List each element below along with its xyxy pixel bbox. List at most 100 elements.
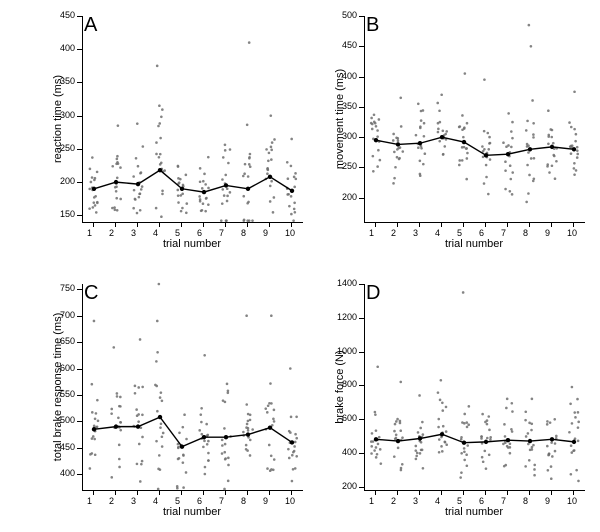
- scatter-point: [463, 447, 466, 450]
- x-tick: [203, 222, 204, 227]
- mean-marker: [158, 168, 162, 172]
- scatter-point: [485, 467, 488, 470]
- scatter-point: [118, 458, 121, 461]
- scatter-point: [576, 149, 579, 152]
- scatter-point: [505, 407, 508, 410]
- scatter-point: [267, 169, 270, 172]
- x-tick-label: 9: [263, 496, 268, 506]
- x-tick-label: 2: [109, 496, 114, 506]
- scatter-point: [371, 128, 374, 131]
- scatter-point: [374, 411, 377, 414]
- scatter-point: [530, 429, 533, 432]
- scatter-point: [550, 441, 553, 444]
- scatter-point: [483, 450, 486, 453]
- scatter-point: [460, 438, 463, 441]
- scatter-point: [524, 465, 527, 468]
- scatter-point: [95, 412, 98, 415]
- scatter-point: [207, 452, 210, 455]
- scatter-point: [487, 148, 490, 151]
- x-tick: [225, 222, 226, 227]
- scatter-point: [271, 141, 274, 144]
- scatter-point: [419, 127, 422, 130]
- scatter-point: [226, 187, 229, 190]
- scatter-point: [576, 156, 579, 159]
- scatter-point: [437, 131, 440, 134]
- scatter-point: [532, 444, 535, 447]
- scatter-point: [504, 169, 507, 172]
- mean-marker: [374, 138, 378, 142]
- scatter-point: [486, 132, 489, 135]
- x-tick: [419, 222, 420, 227]
- scatter-point: [180, 210, 183, 213]
- panel-label: A: [84, 14, 97, 37]
- scatter-point: [248, 41, 251, 44]
- scatter-point: [445, 430, 448, 433]
- mean-marker: [374, 437, 378, 441]
- scatter-point: [443, 145, 446, 148]
- scatter-point: [373, 113, 376, 116]
- scatter-point: [141, 185, 144, 188]
- scatter-point: [393, 151, 396, 154]
- scatter-point: [205, 197, 208, 200]
- scatter-point: [91, 437, 94, 440]
- scatter-point: [548, 452, 551, 455]
- scatter-point: [139, 338, 142, 341]
- x-tick: [93, 222, 94, 227]
- scatter-point: [205, 423, 208, 426]
- scatter-point: [465, 421, 468, 424]
- mean-marker: [462, 140, 466, 144]
- x-tick-label: 10: [567, 228, 577, 238]
- scatter-point: [439, 399, 442, 402]
- scatter-point: [290, 195, 293, 198]
- scatter-point: [92, 435, 95, 438]
- scatter-point: [94, 177, 97, 180]
- scatter-point: [415, 455, 418, 458]
- mean-marker: [180, 187, 184, 191]
- scatter-point: [554, 450, 557, 453]
- scatter-point: [437, 391, 440, 394]
- scatter-point: [264, 407, 267, 410]
- scatter-point: [374, 413, 377, 416]
- scatter-point: [272, 211, 275, 214]
- mean-marker: [440, 432, 444, 436]
- plot-svg: [365, 16, 585, 222]
- scatter-point: [119, 396, 122, 399]
- scatter-point: [247, 175, 250, 178]
- scatter-point: [290, 213, 293, 216]
- scatter-point: [162, 432, 165, 435]
- scatter-point: [89, 168, 92, 171]
- scatter-point: [159, 426, 162, 429]
- scatter-point: [117, 124, 120, 127]
- scatter-point: [224, 443, 227, 446]
- scatter-point: [531, 448, 534, 451]
- scatter-point: [483, 130, 486, 133]
- scatter-point: [438, 140, 441, 143]
- scatter-point: [533, 157, 536, 160]
- scatter-point: [375, 456, 378, 459]
- scatter-point: [140, 463, 143, 466]
- scatter-point: [547, 134, 550, 137]
- scatter-point: [293, 202, 296, 205]
- scatter-point: [511, 121, 514, 124]
- mean-marker: [550, 145, 554, 149]
- scatter-point: [91, 452, 94, 455]
- scatter-point: [246, 423, 249, 426]
- x-tick-label: 9: [545, 228, 550, 238]
- scatter-point: [93, 425, 96, 428]
- x-tick: [115, 490, 116, 495]
- scatter-point: [136, 463, 139, 466]
- scatter-point: [111, 207, 114, 210]
- scatter-point: [553, 418, 556, 421]
- scatter-point: [401, 436, 404, 439]
- scatter-point: [221, 439, 224, 442]
- x-tick: [419, 490, 420, 495]
- scatter-point: [133, 189, 136, 192]
- scatter-point: [486, 437, 489, 440]
- scatter-point: [268, 152, 271, 155]
- scatter-point: [111, 165, 114, 168]
- scatter-point: [415, 134, 418, 137]
- scatter-point: [204, 183, 207, 186]
- mean-marker: [418, 141, 422, 145]
- scatter-point: [509, 452, 512, 455]
- scatter-point: [245, 314, 248, 317]
